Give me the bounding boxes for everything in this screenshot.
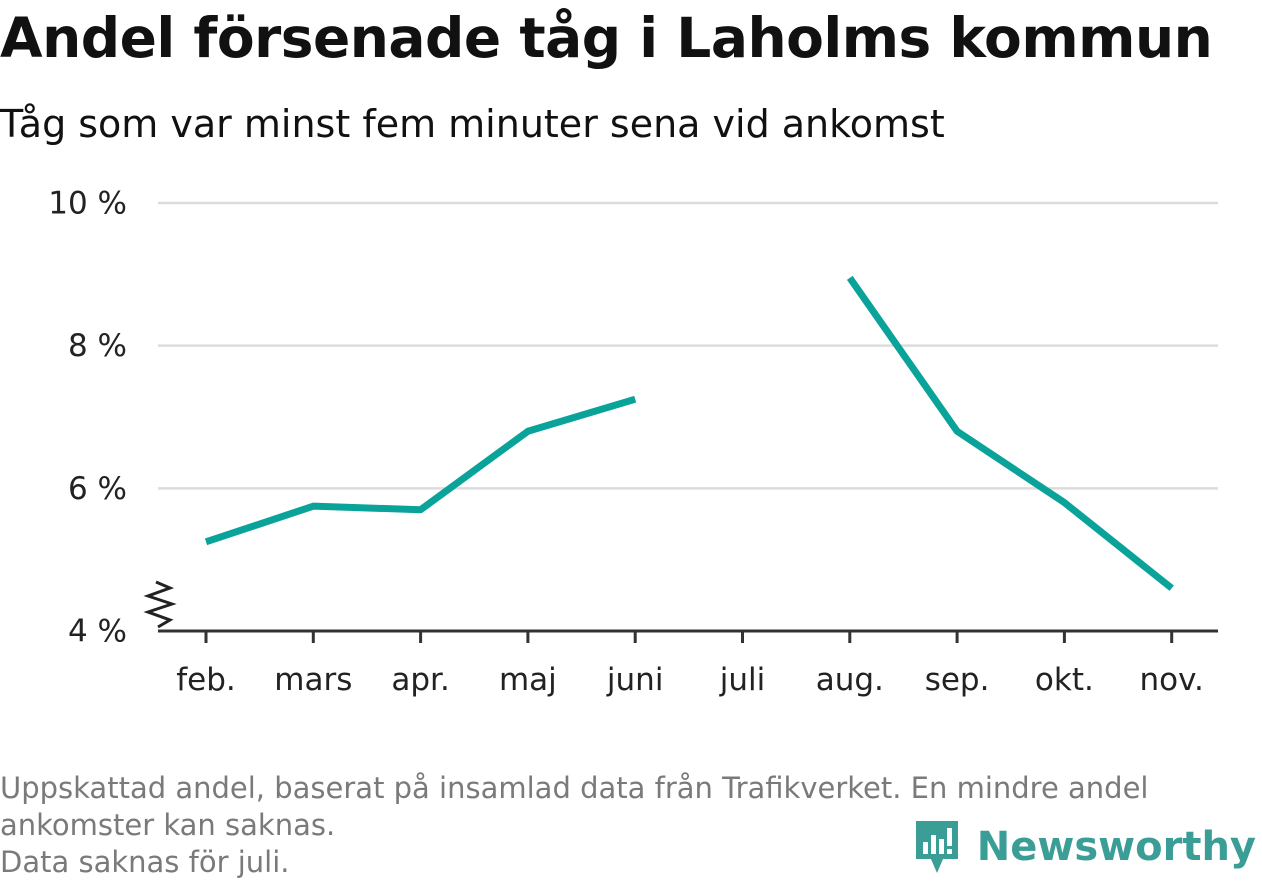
series-lines	[204, 275, 1174, 591]
x-tick-label: maj	[499, 662, 557, 698]
x-tick-label: okt.	[1035, 662, 1094, 698]
footer-note-line: Data saknas för juli.	[0, 845, 290, 879]
chart-subtitle: Tåg som var minst fem minuter sena vid a…	[0, 102, 945, 146]
brand-logo: Newsworthy	[913, 818, 1256, 876]
series-line	[846, 275, 1174, 591]
y-tick-label: 10 %	[48, 186, 127, 222]
x-tick-label: sep.	[925, 662, 990, 698]
y-tick-label: 4 %	[68, 614, 127, 650]
x-tick-label: apr.	[391, 662, 449, 698]
series-line	[204, 395, 637, 546]
footer-note-line: Uppskattad andel, baserat på insamlad da…	[0, 771, 1149, 805]
x-tick-label: nov.	[1139, 662, 1203, 698]
y-tick-label: 6 %	[68, 471, 127, 507]
y-tick-label: 8 %	[68, 328, 127, 364]
footer-note-line: ankomster kan saknas.	[0, 808, 336, 842]
x-tick-label: aug.	[816, 662, 884, 698]
line-chart: 4 % 6 % 8 % 10 % feb. mars apr. maj juni juli aug…	[48, 186, 1218, 698]
gridlines	[158, 201, 1218, 490]
x-tick-label: mars	[274, 662, 352, 698]
axis-break-icon	[143, 580, 177, 629]
x-tick-label: juni	[606, 662, 664, 698]
x-tick-label: feb.	[176, 662, 236, 698]
x-tick-label: juli	[719, 662, 766, 698]
chart-title: Andel försenade tåg i Laholms kommun	[0, 6, 1213, 70]
x-axis: feb. mars apr. maj juni juli aug. sep. okt. nov.	[158, 629, 1218, 698]
brand-name: Newsworthy	[976, 824, 1256, 870]
footer-note: Uppskattad andel, baserat på insamlad da…	[0, 770, 1250, 881]
newsworthy-logo-icon	[915, 821, 958, 873]
y-axis-ticks: 4 % 6 % 8 % 10 %	[48, 186, 177, 650]
